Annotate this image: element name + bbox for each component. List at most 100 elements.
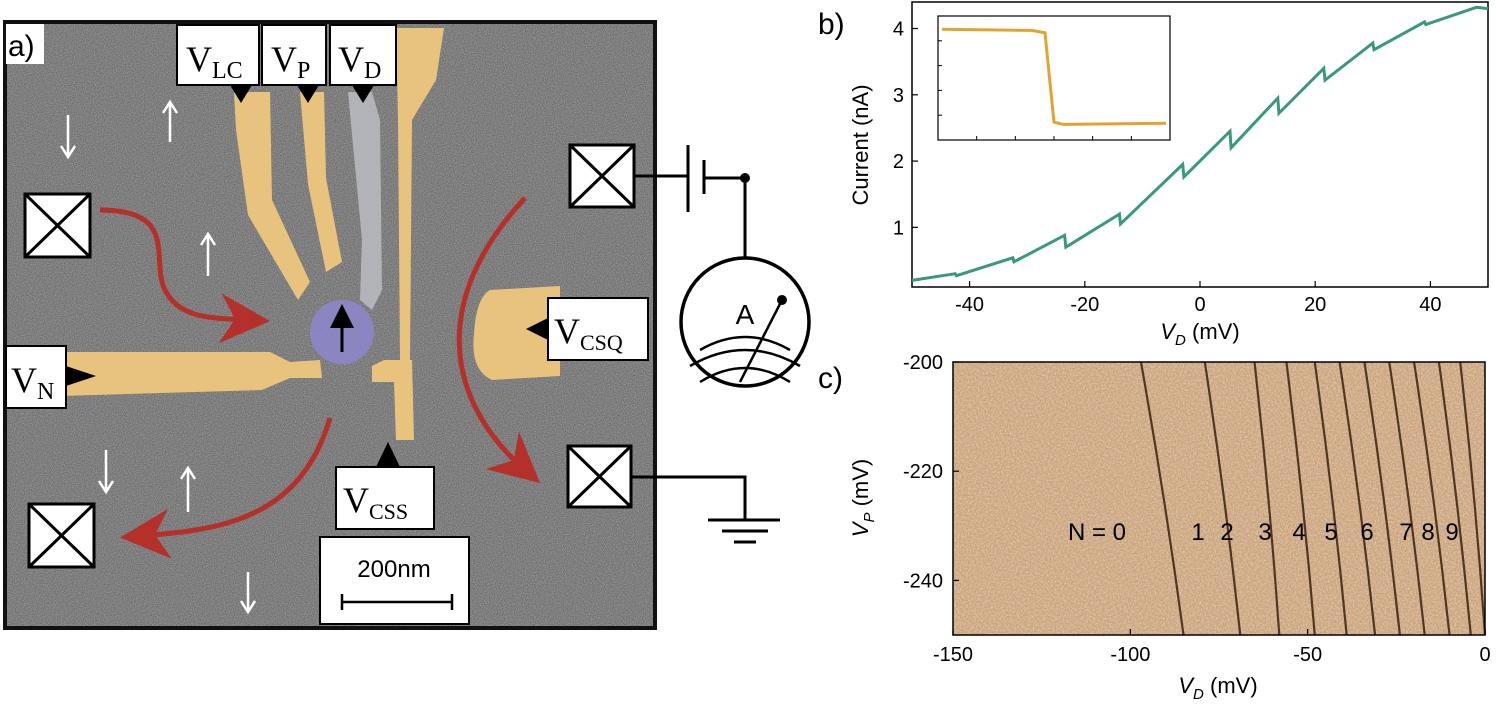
electron-number-label: 7 bbox=[1399, 519, 1412, 546]
gate-label-vlc: VLC bbox=[176, 24, 260, 103]
x-tick-label: -150 bbox=[933, 644, 973, 666]
x-tick-label: 20 bbox=[1304, 294, 1326, 316]
gate-p bbox=[300, 92, 342, 272]
x-tick-label: -40 bbox=[955, 294, 984, 316]
electron-number-label: 8 bbox=[1421, 519, 1434, 546]
spin-direction-arrows bbox=[59, 99, 257, 615]
white-arrow-up bbox=[179, 465, 197, 512]
contact-top-right bbox=[568, 143, 636, 209]
svg-text:VLC: VLC bbox=[186, 39, 243, 84]
panel-a-frame bbox=[3, 20, 657, 630]
panel-c-label: c) bbox=[818, 362, 843, 395]
electron-number-labels: N = 0 1 2 3 4 5 6 7 8 9 bbox=[1068, 519, 1459, 546]
scale-bar: 200nm bbox=[319, 536, 470, 625]
svg-text:VD: VD bbox=[338, 39, 381, 84]
contact-top-left bbox=[23, 192, 92, 259]
x-tick-label: 0 bbox=[1479, 644, 1490, 666]
gate-electrodes bbox=[60, 28, 560, 440]
wire-to-ammeter bbox=[704, 176, 747, 258]
y-tick-label: 1 bbox=[893, 217, 904, 239]
electron-number-label: 1 bbox=[1191, 519, 1204, 546]
inset-trace bbox=[941, 27, 1167, 126]
y-tick-label: -240 bbox=[903, 570, 943, 592]
gate-n bbox=[60, 352, 322, 396]
scale-bar-label: 200nm bbox=[357, 556, 430, 583]
gate-lc bbox=[234, 92, 310, 300]
white-arrow-down bbox=[239, 572, 257, 615]
label-sub: P bbox=[297, 58, 310, 84]
gate-label-vcsq: VCSQ bbox=[526, 297, 649, 361]
charge-transition-lines bbox=[1139, 361, 1487, 636]
electron-number-label: 9 bbox=[1445, 519, 1458, 546]
ammeter-needle bbox=[738, 299, 784, 383]
gate-label-vcss: VCSS bbox=[335, 442, 435, 530]
panel-a: VLC VP VD VN VCSQ VCSS bbox=[3, 20, 657, 630]
current-flow-arrows bbox=[99, 196, 541, 559]
gate-vd-lead bbox=[396, 28, 444, 360]
gate-label-vd: VD bbox=[329, 24, 397, 103]
transition-line bbox=[1253, 361, 1281, 636]
y-tick-label: -220 bbox=[903, 461, 943, 483]
electron-number-label: 5 bbox=[1324, 519, 1337, 546]
gate-css bbox=[372, 360, 414, 440]
y-tick-label: 4 bbox=[893, 19, 904, 41]
y-axis-label-c: VP (mV) bbox=[848, 459, 878, 537]
x-axis-label-b: VD (mV) bbox=[1160, 319, 1239, 349]
axis-ticks-c: -150 -100 -50 0 -200 -220 -240 bbox=[903, 352, 1491, 666]
flow-arrow-out-left bbox=[120, 417, 333, 559]
x-tick-label: 0 bbox=[1194, 294, 1205, 316]
label-sub: LC bbox=[212, 58, 243, 84]
contact-bottom-left bbox=[27, 502, 96, 569]
transition-line bbox=[1363, 361, 1401, 636]
transition-line bbox=[1412, 361, 1451, 636]
label-v: V bbox=[338, 39, 364, 79]
gate-label-vn: VN bbox=[5, 345, 96, 409]
white-arrow-up bbox=[161, 99, 179, 142]
battery-icon bbox=[686, 145, 706, 212]
electron-number-label: 4 bbox=[1292, 519, 1305, 546]
transition-line bbox=[1285, 361, 1316, 636]
ground-icon bbox=[708, 518, 780, 544]
ohmic-contacts bbox=[23, 143, 636, 569]
measurement-circuit bbox=[631, 145, 811, 544]
electron-number-label: N = 0 bbox=[1068, 519, 1126, 546]
white-arrow-down bbox=[59, 115, 77, 160]
ammeter-icon bbox=[679, 256, 811, 388]
panel-b-label: b) bbox=[818, 8, 845, 41]
transition-line bbox=[1313, 361, 1348, 636]
transition-line bbox=[1459, 361, 1487, 636]
flow-arrow-in bbox=[99, 207, 270, 344]
label-v: V bbox=[186, 39, 212, 79]
label-sub: N bbox=[37, 379, 54, 405]
electron-number-label: 3 bbox=[1258, 519, 1271, 546]
transition-line bbox=[1388, 361, 1426, 636]
heatmap-texture bbox=[953, 362, 1485, 635]
wire-ground bbox=[631, 475, 747, 520]
y-tick-label: 2 bbox=[893, 151, 904, 173]
ammeter-label: A bbox=[736, 299, 755, 330]
current-trace bbox=[911, 5, 1489, 282]
label-sub: CSQ bbox=[580, 330, 623, 355]
gate-csq bbox=[473, 286, 560, 380]
label-sub: CSS bbox=[369, 499, 408, 524]
x-tick-label: 40 bbox=[1419, 294, 1441, 316]
ammeter-scale bbox=[689, 335, 801, 384]
x-tick-label: -100 bbox=[1110, 644, 1150, 666]
gate-d bbox=[348, 92, 382, 310]
label-v: V bbox=[343, 480, 369, 520]
gate-label-vp: VP bbox=[261, 24, 327, 103]
x-tick-label: -20 bbox=[1070, 294, 1099, 316]
svg-text:VP: VP bbox=[271, 39, 310, 84]
axis-ticks-b: -40 -20 0 20 40 1 2 3 4 bbox=[893, 19, 1442, 316]
contact-bottom-right bbox=[566, 444, 633, 509]
white-arrow-down bbox=[97, 450, 115, 495]
panel-b: b) -40 -20 0 20 40 1 2 3 4 Current (nA) VD (mV) bbox=[818, 1, 1489, 349]
svg-text:VCSS: VCSS bbox=[343, 480, 408, 524]
transition-line bbox=[1139, 361, 1185, 636]
transition-line bbox=[1338, 361, 1377, 636]
x-tick-label: -50 bbox=[1293, 644, 1322, 666]
electron-number-label: 6 bbox=[1360, 519, 1373, 546]
label-v: V bbox=[271, 39, 297, 79]
plot-frame-c bbox=[952, 361, 1486, 636]
svg-text:VN: VN bbox=[11, 360, 54, 405]
